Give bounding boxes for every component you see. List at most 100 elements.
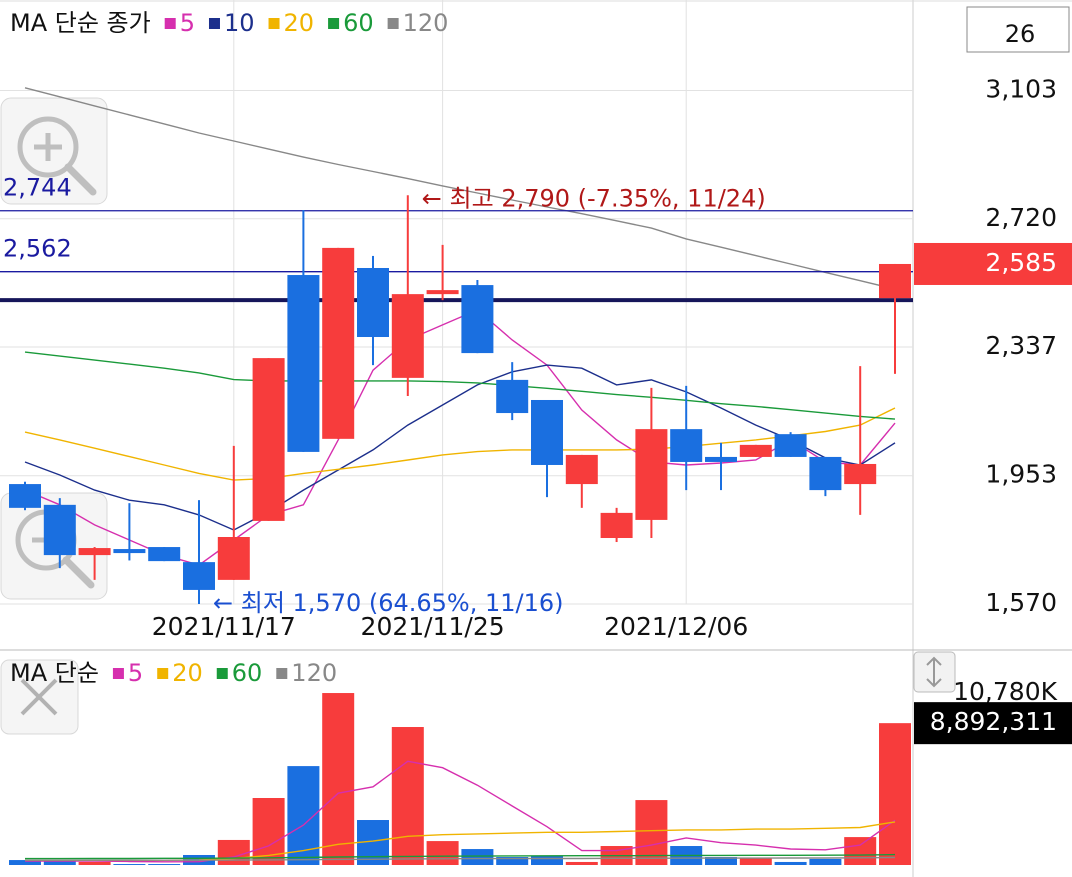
legend-label: 20: [284, 9, 315, 37]
legend-label: 20: [172, 659, 203, 687]
volume-bar: [148, 864, 181, 865]
current-price-box: [914, 242, 1072, 285]
legend-label: 5: [180, 9, 195, 37]
y-tick-label: 1,570: [985, 588, 1057, 617]
reference-label: 2,744: [3, 174, 72, 202]
high-annotation: ← 최고 2,790 (-7.35%, 11/24): [422, 184, 766, 212]
volume-bar: [879, 723, 911, 865]
candle-body: [496, 379, 529, 414]
current-price-label: 2,585: [985, 248, 1057, 277]
y-tick-label: 2,720: [985, 203, 1057, 232]
candle-body: [426, 290, 459, 295]
visible-count: 26: [1005, 20, 1036, 48]
reference-label: 2,562: [3, 235, 72, 263]
legend-swatch: [164, 18, 176, 29]
legend-swatch: [276, 668, 288, 679]
legend-label: 10: [224, 9, 255, 37]
candle-body: [705, 456, 737, 462]
volume-bar: [635, 800, 668, 865]
ma-line: [24, 351, 896, 420]
icon: [926, 678, 942, 688]
legend-swatch: [112, 668, 124, 679]
legend-label: 60: [343, 9, 374, 37]
candle-body: [531, 399, 563, 465]
y-tick-label: 3,103: [985, 74, 1057, 103]
candle-body: [287, 275, 320, 452]
y-tick-label: 1,953: [985, 460, 1057, 489]
candle-body: [113, 549, 146, 554]
resize-button[interactable]: [913, 651, 956, 693]
candle-body: [635, 429, 668, 520]
current-volume-label: 8,892,311: [930, 707, 1057, 736]
icon: [17, 116, 79, 178]
candle-body: [183, 562, 215, 590]
ma-line: [25, 853, 896, 860]
ma-line: [24, 407, 896, 481]
legend-swatch: [157, 668, 169, 679]
candle-body: [322, 247, 355, 439]
candle-body: [43, 504, 76, 556]
candle-body: [9, 484, 41, 508]
legend-swatch: [387, 18, 399, 29]
ma-line: [25, 856, 896, 861]
count-box[interactable]: [966, 6, 1070, 53]
legend-label: 60: [232, 659, 263, 687]
candle-body: [600, 512, 633, 539]
x-tick-label: 2021/11/17: [152, 612, 296, 641]
volume-bar: [844, 837, 877, 865]
candle-body: [217, 537, 250, 580]
volume-bar: [496, 857, 529, 865]
legend-swatch: [328, 18, 340, 29]
legend-swatch: [208, 18, 220, 29]
x-tick-label: 2021/11/25: [361, 612, 505, 641]
zoom-in-button[interactable]: [0, 97, 108, 205]
volume-bar: [43, 860, 76, 865]
volume-bar: [531, 856, 563, 865]
icon: [62, 556, 95, 589]
candle-body: [391, 294, 424, 378]
candle-body: [809, 456, 842, 491]
candle-body: [148, 547, 181, 562]
candle-body: [357, 267, 389, 338]
legend-swatch: [216, 668, 228, 679]
volume-bar: [809, 858, 842, 865]
volume-bar: [9, 860, 41, 865]
volume-bar: [705, 857, 737, 865]
volume-bar: [739, 857, 772, 865]
legend-label: 5: [128, 659, 143, 687]
legend-title: MA 단순: [10, 659, 99, 687]
close-button[interactable]: [0, 659, 79, 735]
candle-body: [565, 454, 598, 485]
volume-bar: [78, 861, 111, 865]
legend-title: MA 단순 종가: [10, 9, 151, 37]
ma-line: [25, 760, 896, 863]
current-volume-box: [914, 702, 1072, 745]
candle-body: [252, 358, 285, 521]
y-tick-label: 10,780K: [953, 677, 1057, 706]
volume-bar: [565, 861, 598, 865]
icon: [20, 678, 58, 716]
icon: [64, 163, 97, 196]
candle-body: [879, 263, 911, 299]
low-annotation: ← 최저 1,570 (64.65%, 11/16): [213, 589, 564, 617]
volume-bar: [391, 727, 424, 865]
volume-bar: [774, 861, 807, 865]
volume-bar: [461, 849, 494, 865]
y-tick-label: 2,337: [985, 331, 1057, 360]
candle-body: [670, 429, 703, 462]
candle-body: [774, 434, 807, 457]
legend-label: 120: [291, 659, 337, 687]
candle-body: [78, 548, 111, 556]
volume-bar: [113, 864, 146, 865]
volume-bar: [322, 693, 355, 865]
volume-bar: [426, 841, 459, 865]
ma-line: [24, 364, 896, 531]
legend-swatch: [268, 18, 280, 29]
legend-label: 120: [403, 9, 449, 37]
volume-bar: [217, 839, 250, 865]
x-tick-label: 2021/12/06: [604, 612, 748, 641]
ma-line: [24, 87, 896, 290]
candle-body: [739, 444, 772, 457]
icon: [926, 656, 942, 666]
